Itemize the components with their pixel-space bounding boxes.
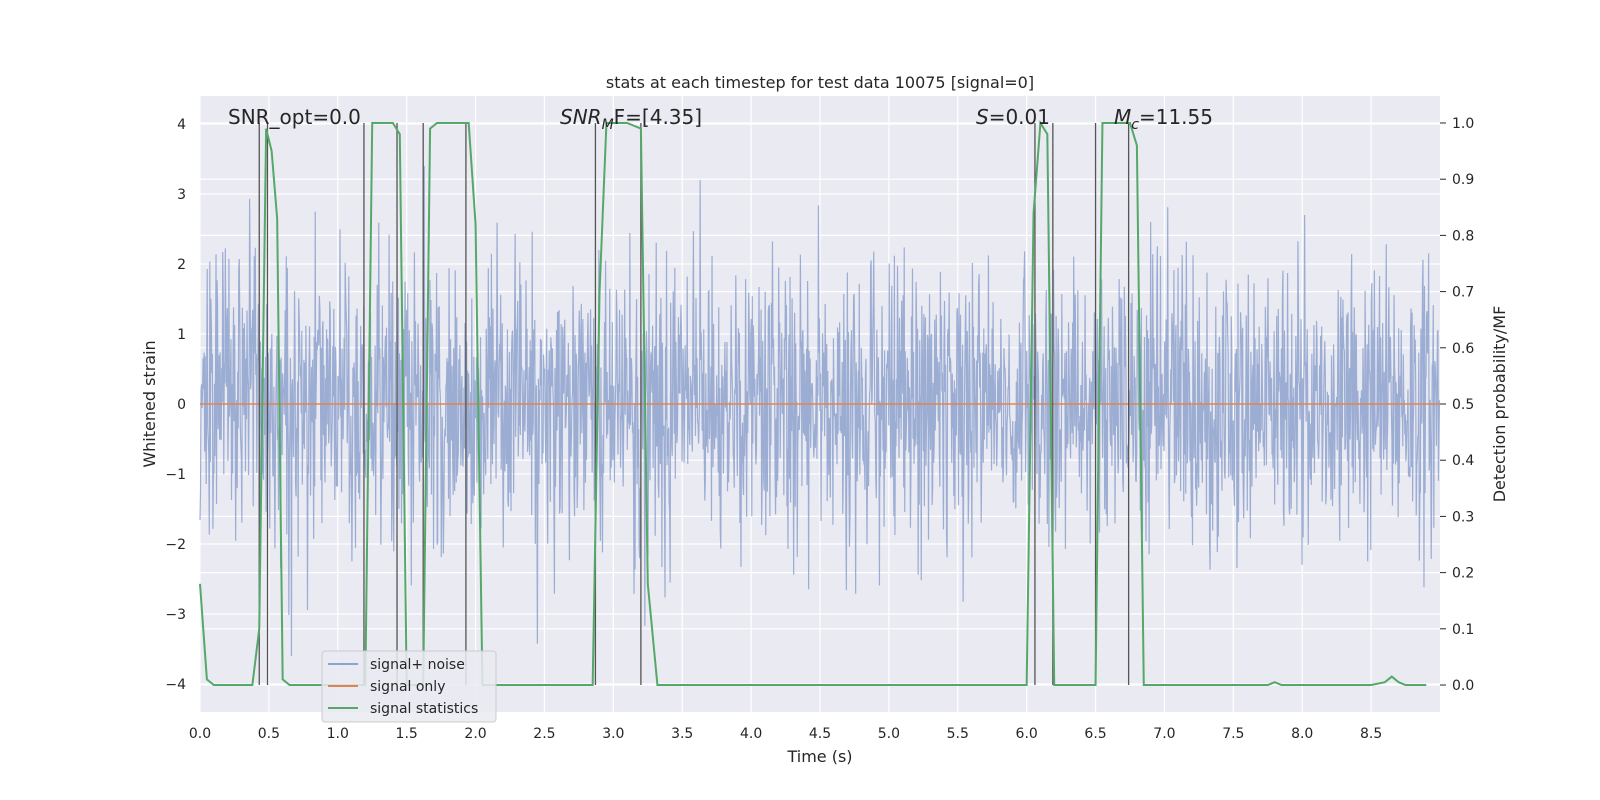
y-ticks: 4 3 2 1 0 −1 −2 −3 −4	[165, 117, 186, 693]
y-tick-label: −4	[165, 677, 186, 693]
y2-tick-label: 1.0	[1452, 116, 1474, 132]
x-tick-label: 6.0	[1016, 726, 1038, 742]
annotation-s-label: S	[976, 105, 989, 129]
y2-tick-label: 0.7	[1452, 285, 1474, 301]
x-tick-label: 3.5	[671, 726, 693, 742]
y-tick-label: −1	[165, 467, 186, 483]
y2-ticks: 1.0 0.9 0.8 0.7 0.6 0.5 0.4 0.3 0.2 0.1 0.0	[1440, 116, 1474, 694]
y-tick-label: −3	[165, 607, 186, 623]
annotation-snr-mf-sub: M	[602, 117, 614, 133]
x-ticks: 0.0 0.5 1.0 1.5 2.0 2.5 3.0 3.5 4.0 4.5 5.0 5.5 6.0 6…	[189, 726, 1382, 742]
annotation-mc-rest: =11.55	[1139, 105, 1213, 129]
annotation-snr-mf-label: SNR	[560, 105, 602, 129]
x-axis-label: Time (s)	[786, 747, 852, 766]
legend-label-signal-only: signal only	[370, 679, 445, 695]
x-tick-label: 1.0	[327, 726, 349, 742]
y-tick-label: 4	[177, 117, 186, 133]
y2-axis-label: Detection probability/MF	[1490, 306, 1509, 503]
y2-tick-label: 0.9	[1452, 172, 1474, 188]
y2-tick-label: 0.3	[1452, 509, 1474, 525]
x-tick-label: 8.5	[1360, 726, 1382, 742]
y2-tick-label: 0.5	[1452, 397, 1474, 413]
x-tick-label: 7.0	[1153, 726, 1175, 742]
legend-label-signal-noise: signal+ noise	[370, 657, 465, 673]
y2-tick-label: 0.4	[1452, 453, 1474, 469]
y-tick-label: −2	[165, 537, 186, 553]
y2-tick-label: 0.2	[1452, 566, 1474, 582]
x-tick-label: 5.0	[878, 726, 900, 742]
legend-box	[321, 650, 497, 723]
y-tick-label: 1	[177, 327, 186, 343]
annotation-s: S=0.01	[976, 105, 1050, 129]
x-tick-label: 6.5	[1084, 726, 1106, 742]
annotation-mc-sub: c	[1131, 117, 1139, 133]
annotation-snr-opt: SNR_opt=0.0	[228, 105, 361, 129]
x-tick-label: 4.5	[809, 726, 831, 742]
annotation-mc: Mc=11.55	[1114, 105, 1213, 133]
y-tick-label: 0	[177, 397, 186, 413]
x-tick-label: 2.0	[464, 726, 486, 742]
x-tick-label: 2.5	[533, 726, 555, 742]
x-tick-label: 8.0	[1291, 726, 1313, 742]
y-tick-label: 2	[177, 257, 186, 273]
x-tick-label: 0.0	[189, 726, 211, 742]
x-tick-label: 3.0	[602, 726, 624, 742]
x-tick-label: 4.0	[740, 726, 762, 742]
y2-tick-label: 0.8	[1452, 228, 1474, 244]
y-axis-label: Whitened strain	[140, 340, 159, 467]
legend-label-signal-statistics: signal statistics	[370, 701, 478, 717]
signal-noise-line	[199, 165, 1441, 657]
series-signal-noise	[199, 165, 1441, 657]
y2-tick-label: 0.0	[1452, 678, 1474, 694]
y2-tick-label: 0.1	[1452, 622, 1474, 638]
x-tick-label: 5.5	[947, 726, 969, 742]
annotation-mc-label: M	[1114, 105, 1131, 129]
annotation-snr-mf: SNRMF=[4.35]	[560, 105, 702, 133]
annotation-snr-mf-rest: F=[4.35]	[614, 105, 702, 129]
y-tick-label: 3	[177, 187, 186, 203]
x-tick-label: 0.5	[258, 726, 280, 742]
legend: signal+ noise signal only signal statist…	[321, 650, 497, 723]
x-tick-label: 1.5	[396, 726, 418, 742]
x-tick-label: 7.5	[1222, 726, 1244, 742]
chart-title: stats at each timestep for test data 100…	[606, 73, 1034, 92]
annotation-s-rest: =0.01	[989, 105, 1050, 129]
y2-tick-label: 0.6	[1452, 341, 1474, 357]
